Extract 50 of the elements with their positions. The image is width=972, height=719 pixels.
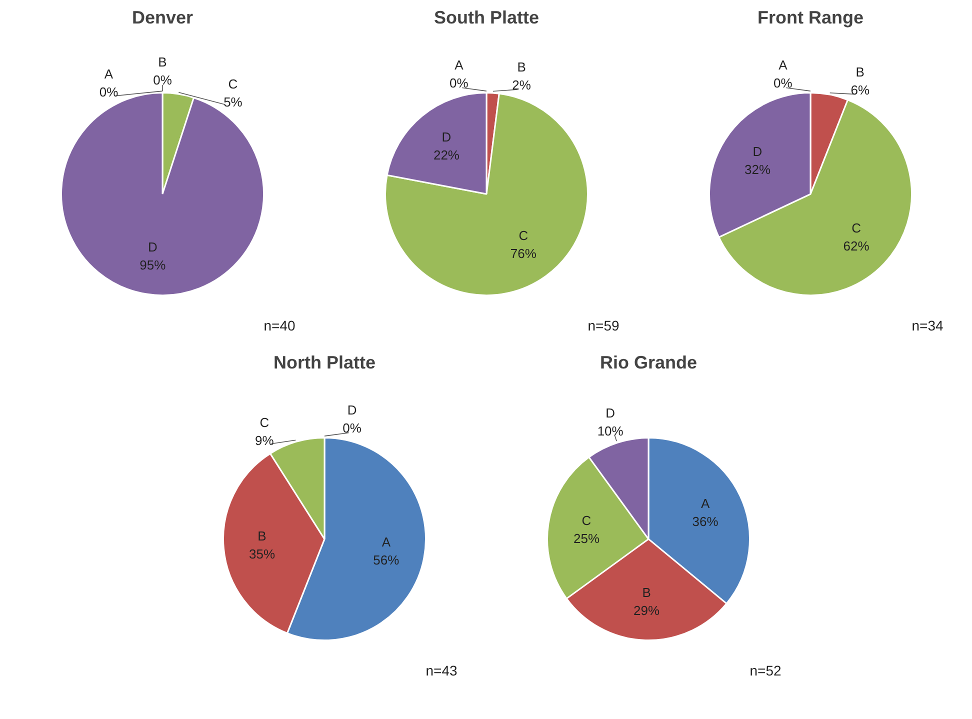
chart-title: North Platte [273, 352, 376, 372]
slice-label: D [752, 144, 762, 160]
category-label: A [454, 57, 464, 72]
text: 0% [774, 75, 792, 90]
text: 0% [450, 75, 468, 90]
slice-label: C [518, 228, 528, 244]
data-label: 95% [140, 257, 166, 272]
data-label: 6% [850, 82, 870, 98]
text: 0% [342, 420, 362, 436]
data-label: 2% [512, 77, 532, 92]
data-label: 9% [255, 432, 274, 448]
slice-label: A [700, 496, 710, 511]
slice-label: C [582, 512, 592, 528]
text: 0% [99, 84, 118, 100]
data-label: 32% [744, 162, 771, 178]
slice-label: B [517, 59, 526, 74]
slice-label: B [856, 64, 864, 80]
data-label: 56% [373, 552, 400, 568]
slice-label: D [442, 129, 452, 144]
slice-label: A [382, 534, 391, 550]
text: n=52 [750, 662, 782, 678]
data-label: 62% [843, 238, 870, 254]
chart-title: Front Range [758, 8, 864, 28]
chart-title: Rio Grande [600, 352, 698, 372]
data-label: 76% [510, 246, 537, 262]
text: n=40 [264, 317, 296, 334]
slice-label: D [148, 239, 158, 254]
slice-label: B [258, 528, 266, 544]
text: n=34 [912, 317, 944, 334]
text: 0% [153, 72, 172, 88]
text: n=59 [588, 317, 620, 334]
slice-label: C [852, 220, 861, 236]
slice-label: C [260, 414, 270, 430]
data-label: 10% [597, 423, 624, 438]
chart-title: Denver [132, 8, 194, 28]
chart-title: South Platte [434, 8, 540, 28]
category-label: A [778, 57, 788, 72]
category-label: D [347, 402, 357, 418]
data-label: 25% [573, 530, 600, 546]
text: n=43 [426, 662, 458, 678]
data-label: 5% [224, 94, 243, 110]
slice-label: B [642, 585, 651, 600]
category-label: A [104, 66, 114, 82]
data-label: 22% [433, 147, 460, 162]
slice-label: C [228, 76, 238, 92]
slice-label: D [606, 405, 616, 420]
data-label: 29% [634, 603, 660, 618]
data-label: 35% [248, 546, 276, 562]
category-label: B [158, 54, 167, 70]
data-label: 36% [692, 514, 719, 529]
